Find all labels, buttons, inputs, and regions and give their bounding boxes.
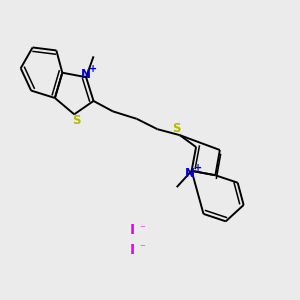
Text: +: + [194,164,202,173]
Text: ⁻: ⁻ [140,243,146,253]
Text: +: + [89,64,97,74]
Text: N: N [185,167,195,180]
Text: I: I [130,243,135,256]
Text: I: I [130,223,135,237]
Text: S: S [172,122,181,135]
Text: N: N [81,68,91,81]
Text: S: S [72,114,80,127]
Text: ⁻: ⁻ [140,224,146,234]
